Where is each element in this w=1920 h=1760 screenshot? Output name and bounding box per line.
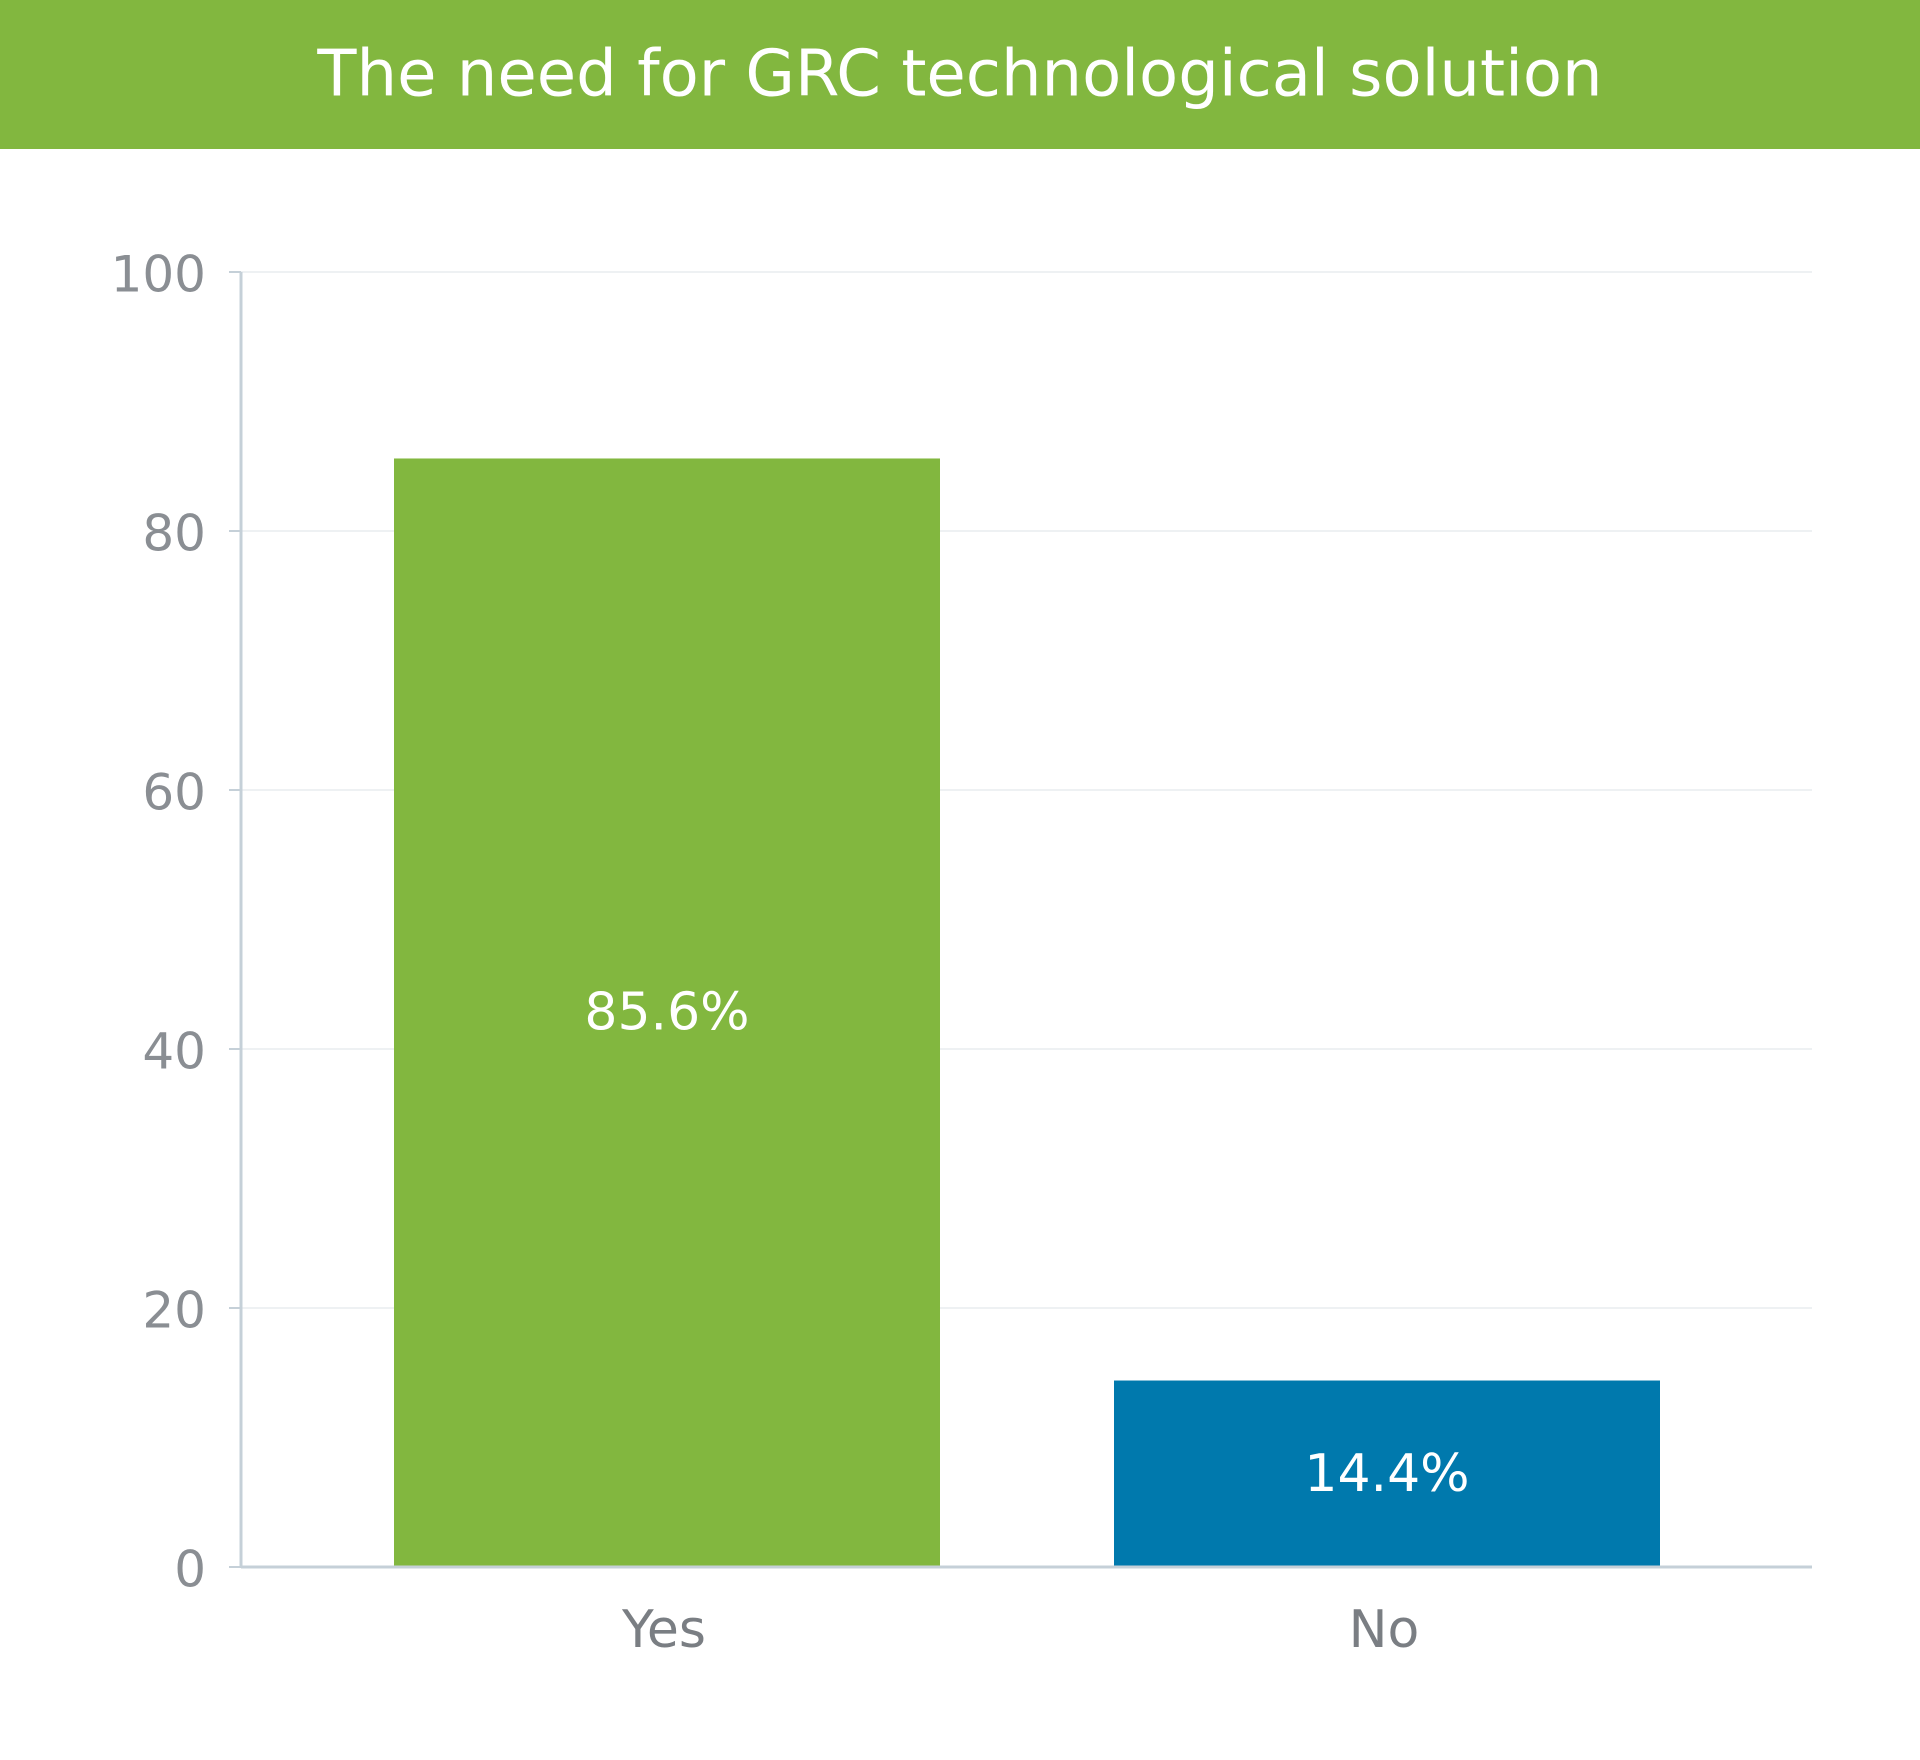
y-tick-label: 40 xyxy=(142,1023,206,1081)
y-tick-label: 20 xyxy=(142,1282,206,1340)
x-tick-label: No xyxy=(1349,1600,1420,1660)
value-label: 14.4% xyxy=(1304,1444,1469,1504)
x-tick-label: Yes xyxy=(621,1600,706,1660)
value-label: 85.6% xyxy=(584,983,749,1043)
y-tick-label: 80 xyxy=(142,505,206,563)
bar xyxy=(1114,1380,1660,1567)
y-tick-label: 100 xyxy=(111,246,206,304)
y-tick-label: 0 xyxy=(174,1541,206,1599)
y-tick-label: 60 xyxy=(142,764,206,822)
bar xyxy=(394,458,940,1568)
header-band xyxy=(0,0,1920,149)
chart-title: The need for GRC technological solution xyxy=(316,38,1602,112)
